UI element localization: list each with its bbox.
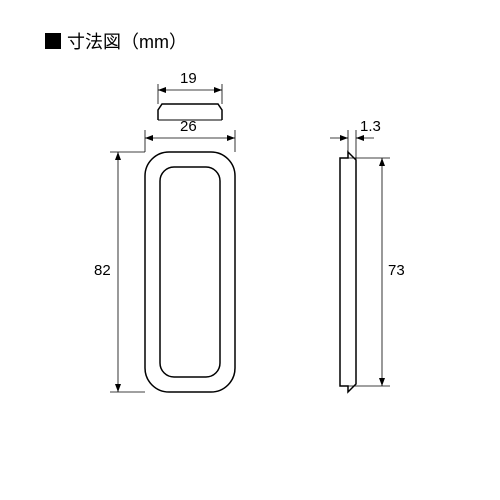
dim-label-73: 73 bbox=[388, 262, 405, 279]
dim-label-82: 82 bbox=[94, 262, 111, 279]
drawing-svg bbox=[50, 80, 450, 480]
front-view bbox=[145, 104, 235, 392]
dim-26 bbox=[145, 135, 235, 141]
diagram-title: 寸法図（mm） bbox=[67, 28, 187, 54]
dimension-diagram: 19 26 82 1.3 73 bbox=[50, 80, 450, 480]
dim-label-13: 1.3 bbox=[360, 118, 381, 135]
diagram-title-row: 寸法図（mm） bbox=[45, 28, 187, 54]
dim-label-26: 26 bbox=[180, 118, 197, 135]
dim-label-19: 19 bbox=[180, 70, 197, 87]
side-view bbox=[340, 152, 356, 392]
dim-19 bbox=[158, 87, 222, 93]
title-square-marker bbox=[45, 33, 61, 49]
